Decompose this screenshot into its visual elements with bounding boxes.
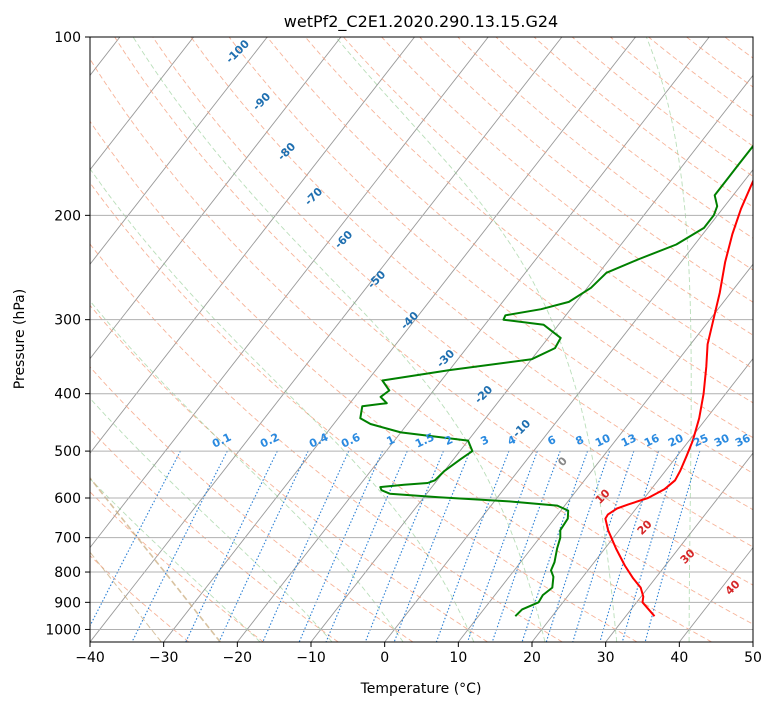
dry-adiabat-line bbox=[343, 37, 753, 370]
isotherm-line bbox=[90, 37, 342, 360]
y-tick-label: 600 bbox=[54, 491, 81, 507]
x-tick-label: −30 bbox=[149, 650, 179, 666]
isotherm-line bbox=[90, 37, 415, 454]
isotherm-line bbox=[457, 263, 753, 642]
x-tick-label: 0 bbox=[380, 650, 389, 666]
dry-adiabat-line bbox=[266, 37, 753, 439]
y-tick-label: 200 bbox=[54, 208, 81, 224]
y-tick-label: 300 bbox=[54, 313, 81, 329]
mixing-ratio-label: 25 bbox=[691, 431, 710, 449]
isotherm-line bbox=[90, 37, 563, 642]
mixing-ratio-line bbox=[545, 450, 611, 642]
moist-adiabat-line bbox=[335, 37, 618, 642]
moist-adiabat-line bbox=[90, 300, 404, 642]
dry-adiabat-line bbox=[90, 58, 753, 625]
y-tick-label: 700 bbox=[54, 531, 81, 547]
mixing-ratio-line bbox=[131, 450, 228, 642]
x-tick-label: 50 bbox=[744, 650, 762, 666]
plot-area bbox=[90, 37, 753, 642]
moist-adiabat-line bbox=[132, 37, 546, 642]
isotherm-line bbox=[90, 37, 268, 265]
dry-adiabat-line bbox=[114, 37, 753, 586]
plot-frame bbox=[89, 36, 754, 643]
dry-adiabat-line bbox=[90, 304, 488, 642]
x-tick-label: −20 bbox=[223, 650, 253, 666]
y-tick-label: 500 bbox=[54, 444, 81, 460]
profile-series bbox=[359, 144, 753, 617]
isotherm-line bbox=[531, 357, 753, 642]
dry-adiabat-line bbox=[90, 243, 563, 642]
mixing-ratio-label: 30 bbox=[712, 431, 732, 449]
mixing-ratio-line bbox=[185, 450, 278, 642]
moist-adiabat-line bbox=[90, 168, 475, 642]
dry-adiabat-line bbox=[90, 555, 190, 642]
moist-adiabat-line bbox=[90, 478, 261, 642]
mixing-ratio-line bbox=[435, 450, 510, 642]
y-tick-label: 800 bbox=[54, 565, 81, 581]
y-axis: 100 200 300 400 500 600 700 800 900 1000 bbox=[45, 30, 90, 638]
y-axis-label: Pressure (hPa) bbox=[12, 289, 28, 389]
moist-adiabat-line bbox=[645, 37, 692, 642]
mixing-ratio-line bbox=[466, 450, 538, 642]
chart-title: wetPf2_C2E1.2020.290.13.15.G24 bbox=[284, 12, 558, 32]
mixing-ratio-line bbox=[325, 450, 408, 642]
mixing-ratio-label: 20 bbox=[666, 431, 686, 449]
mixing-ratio-line bbox=[262, 450, 350, 642]
dewpoint-profile-line bbox=[359, 144, 753, 617]
x-tick-label: 20 bbox=[523, 650, 541, 666]
x-axis: −40 −30 −20 −10 0 10 20 30 40 50 bbox=[75, 642, 762, 666]
mixing-ratio-label: 10 bbox=[593, 431, 613, 449]
y-tick-label: 900 bbox=[54, 595, 81, 611]
temperature-profile-line bbox=[604, 179, 753, 617]
mixing-ratio-line bbox=[364, 450, 444, 642]
dry-adiabat-line bbox=[90, 366, 414, 642]
x-tick-label: −10 bbox=[296, 650, 326, 666]
isotherm-line bbox=[384, 169, 753, 642]
x-axis-label: Temperature (°C) bbox=[360, 681, 482, 697]
mixing-ratio-line bbox=[599, 450, 660, 642]
dry-adiabat-line bbox=[90, 120, 712, 642]
isotherm-line bbox=[90, 37, 194, 171]
mixing-ratio-line bbox=[298, 450, 384, 642]
x-tick-label: 40 bbox=[670, 650, 688, 666]
x-tick-label: −40 bbox=[75, 650, 105, 666]
mixing-ratio-line bbox=[521, 450, 589, 642]
y-tick-label: 1000 bbox=[45, 622, 81, 638]
isotherm-line bbox=[90, 37, 489, 549]
dry-adiabat-line bbox=[90, 182, 638, 642]
x-tick-label: 10 bbox=[449, 650, 467, 666]
isotherm-line bbox=[163, 37, 636, 642]
isotherm-line bbox=[236, 37, 710, 642]
dry-adiabat-line bbox=[152, 37, 753, 548]
mixing-ratio-line bbox=[491, 450, 561, 642]
background-lines bbox=[90, 37, 753, 642]
x-tick-label: 30 bbox=[597, 650, 615, 666]
y-tick-label: 400 bbox=[54, 387, 81, 403]
mixing-ratio-label: 16 bbox=[642, 431, 662, 449]
y-tick-label: 100 bbox=[54, 30, 81, 46]
mixing-ratio-line bbox=[393, 450, 471, 642]
mixing-ratio-label: 36 bbox=[733, 431, 753, 449]
pressure-gridlines bbox=[90, 37, 753, 630]
moist-adiabat-line bbox=[90, 397, 333, 642]
mixing-ratio-line bbox=[572, 450, 635, 642]
dry-adiabat-line bbox=[90, 491, 264, 642]
isotherm-line bbox=[605, 452, 753, 642]
dry-adiabat-line bbox=[381, 37, 753, 336]
mixing-ratio-label: 13 bbox=[619, 431, 638, 449]
dry-adiabat-line bbox=[228, 37, 753, 474]
mixing-ratio-line bbox=[90, 450, 181, 628]
